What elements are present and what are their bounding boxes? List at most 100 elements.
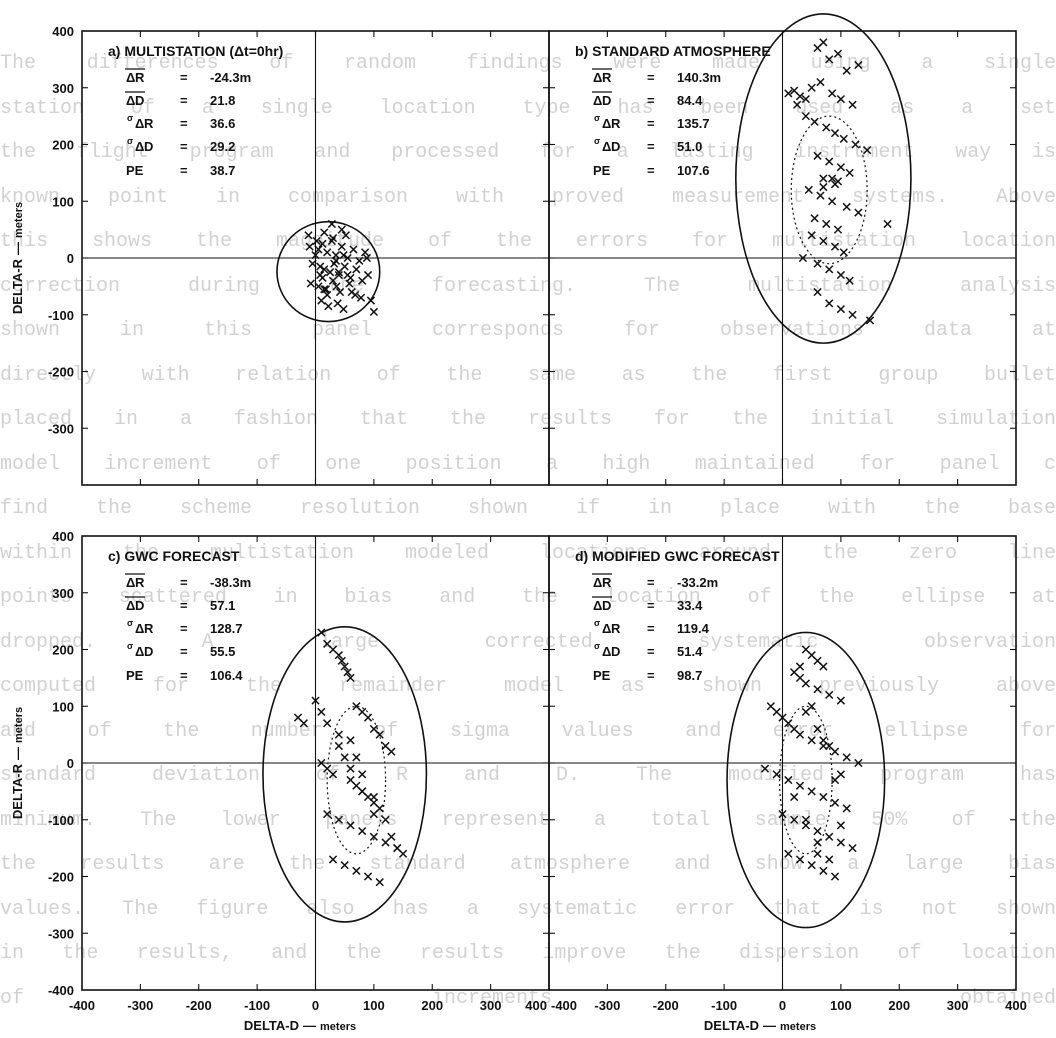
- stat-label-pe: PE: [593, 668, 611, 683]
- stat-value: 55.5: [210, 644, 235, 659]
- data-point: [819, 792, 828, 802]
- data-point: [848, 100, 857, 109]
- data-point: [317, 707, 326, 717]
- stat-equals: =: [647, 93, 655, 108]
- x-tick-label: -200: [653, 998, 679, 1013]
- stat-label-letter: D: [135, 93, 144, 108]
- data-point: [784, 89, 793, 98]
- data-point: [807, 787, 816, 796]
- data-point: [335, 287, 345, 297]
- stat-label-letter: R: [611, 116, 621, 131]
- y-tick-label: 0: [67, 251, 74, 266]
- data-point: [807, 702, 816, 711]
- y-axis-title-top: DELTA-R — meters: [10, 202, 25, 314]
- background-text-line: of increments obtained: [0, 986, 1056, 1010]
- background-text-line: The differences of random findings were …: [0, 52, 1056, 75]
- stat-row-pe: PE = 98.7: [593, 668, 702, 683]
- stat-row-sigma-r: σ Δ R = 119.4: [594, 618, 710, 636]
- data-point: [311, 251, 320, 260]
- data-point: [825, 832, 834, 841]
- data-point: [836, 163, 846, 172]
- data-point: [346, 764, 355, 773]
- stat-label-letter: R: [135, 70, 145, 85]
- data-point: [839, 134, 848, 143]
- data-point: [848, 310, 857, 319]
- data-point: [801, 94, 810, 104]
- data-point: [347, 287, 356, 297]
- data-point: [830, 775, 840, 785]
- data-point: [314, 282, 323, 291]
- data-point: [801, 815, 810, 824]
- stat-equals: =: [647, 598, 655, 613]
- data-point: [827, 89, 837, 98]
- x-tick-label: 300: [947, 998, 969, 1013]
- panel-title: a) MULTISTATION (Δt=0hr): [108, 43, 283, 59]
- stat-label-delta: Δ: [593, 575, 602, 590]
- data-point: [369, 832, 379, 841]
- stat-value: 140.3m: [677, 70, 721, 85]
- data-point: [825, 157, 834, 166]
- stat-value: 36.6: [210, 116, 235, 131]
- data-point: [337, 656, 346, 665]
- data-point: [328, 770, 338, 779]
- stat-row-mean-r: Δ R = -24.3m: [125, 68, 251, 85]
- data-point: [387, 747, 396, 756]
- data-point: [339, 304, 348, 314]
- stat-row-mean-d: Δ D = 21.8: [125, 91, 235, 108]
- stat-value: 21.8: [210, 93, 235, 108]
- stat-label-letter: D: [611, 644, 620, 659]
- background-text-line: dropped. A large corrected systematic ob…: [0, 630, 1056, 654]
- stat-label-delta: Δ: [602, 621, 611, 636]
- stat-equals: =: [180, 575, 188, 590]
- stat-row-sigma-d: σ Δ D = 29.2: [127, 136, 235, 154]
- data-point: [836, 304, 846, 314]
- x-tick-label: -100: [711, 998, 737, 1013]
- stat-equals: =: [180, 116, 188, 131]
- data-point: [343, 253, 352, 263]
- stat-equals: =: [180, 70, 188, 85]
- data-point: [358, 787, 367, 796]
- stat-equals: =: [647, 644, 655, 659]
- data-point: [363, 713, 373, 722]
- data-point: [819, 38, 828, 47]
- stat-label-delta: Δ: [135, 644, 144, 659]
- background-text-line: station of a single location type has be…: [0, 96, 1056, 120]
- stat-label-letter: D: [602, 93, 611, 108]
- background-text-line: points scattered in bias and the locatio…: [0, 586, 1056, 609]
- data-point: [323, 248, 332, 257]
- stat-equals: =: [180, 644, 188, 659]
- data-point: [337, 225, 346, 234]
- stat-label-delta: Δ: [135, 621, 144, 636]
- data-point: [813, 259, 822, 268]
- data-point: [316, 262, 325, 271]
- stat-value: 119.4: [677, 621, 710, 636]
- data-point: [334, 730, 343, 739]
- data-point: [836, 94, 846, 104]
- x-tick-label: 200: [888, 998, 910, 1013]
- stat-label-letter: R: [602, 70, 612, 85]
- data-point: [340, 861, 349, 870]
- data-point: [352, 753, 361, 762]
- x-tick-label: 400: [525, 998, 547, 1013]
- y-axis-title-bottom: DELTA-R — meters: [10, 707, 25, 819]
- sigma-symbol: σ: [594, 113, 600, 123]
- stat-label-letter: R: [611, 621, 621, 636]
- stat-row-sigma-d: σ Δ D = 51.4: [594, 641, 703, 659]
- data-point: [825, 299, 834, 308]
- stat-value: -24.3m: [210, 70, 251, 85]
- data-point: [804, 185, 813, 195]
- stat-label-letter: D: [144, 644, 153, 659]
- x-tick-label: -100: [244, 998, 270, 1013]
- stat-equals: =: [180, 93, 188, 108]
- data-point: [795, 662, 805, 671]
- data-point: [845, 168, 854, 178]
- data-point: [810, 117, 819, 126]
- error-ellipse-solid: [734, 13, 912, 344]
- stat-label-delta: Δ: [593, 598, 602, 613]
- data-point: [356, 293, 366, 302]
- data-point: [836, 838, 846, 847]
- axis-title-unit: meters: [780, 1021, 816, 1033]
- data-point: [316, 270, 325, 280]
